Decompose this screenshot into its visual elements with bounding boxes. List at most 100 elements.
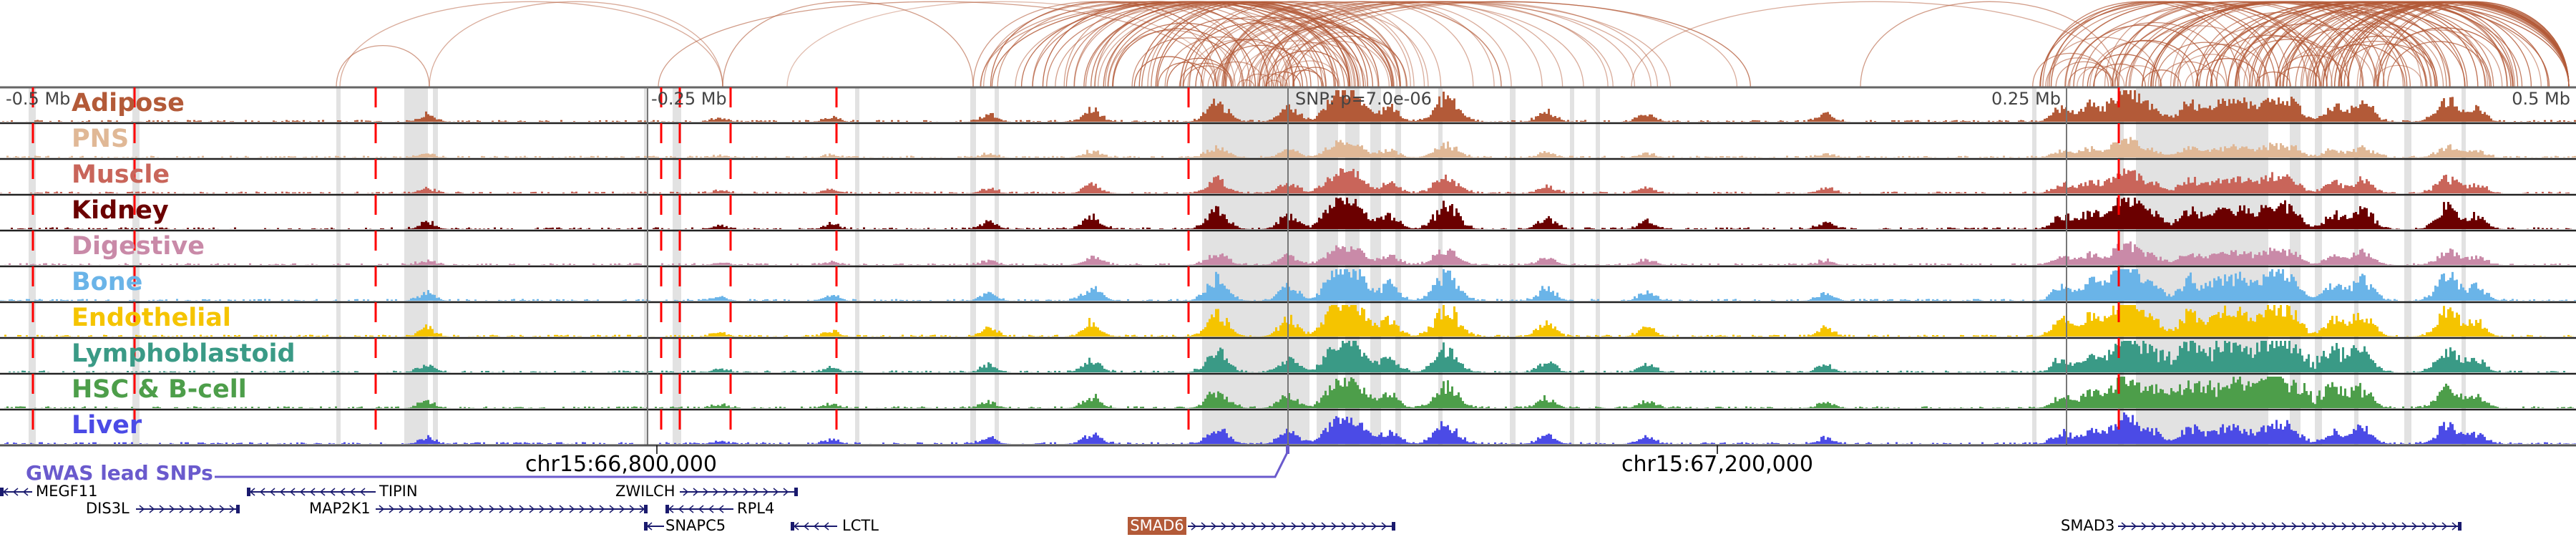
- interaction-arc: [2174, 54, 2249, 88]
- interaction-arc: [2308, 26, 2444, 88]
- interaction-arc: [658, 1, 1217, 88]
- interaction-arc: [1860, 1, 2119, 88]
- gene-snapc5[interactable]: SNAPC5: [665, 517, 726, 534]
- tick-plus-0.5mb: 0.5 Mb: [2512, 89, 2570, 109]
- interaction-arc: [2340, 1, 2570, 88]
- tick-snp: SNP: p=7.0e-06: [1295, 89, 1432, 109]
- track-label: Endothelial: [72, 304, 231, 332]
- interaction-arc: [2155, 42, 2257, 88]
- gene-model: [247, 488, 376, 496]
- gene-smad3[interactable]: SMAD3: [2061, 517, 2114, 534]
- interaction-arc: [339, 1, 723, 88]
- interaction-arc: [1155, 1, 1369, 88]
- gene-model: [644, 522, 664, 531]
- interaction-arc: [1111, 22, 1257, 88]
- gene-map2k1[interactable]: MAP2K1: [309, 500, 371, 517]
- interaction-arc: [1213, 44, 1308, 88]
- interaction-arc: [2045, 57, 2112, 88]
- interaction-arc: [2160, 61, 2218, 88]
- interaction-arc: [1224, 2, 1415, 88]
- interaction-arc: [1222, 1, 1425, 88]
- interaction-arc: [1166, 57, 1232, 88]
- interaction-arc: [2309, 44, 2406, 88]
- interaction-arc: [2077, 65, 2125, 88]
- interaction-arc: [1157, 62, 1214, 88]
- interaction-arc: [1631, 1, 2119, 88]
- gene-model: [2118, 522, 2462, 531]
- gene-model: [1188, 522, 1395, 531]
- interaction-arc: [2382, 3, 2570, 88]
- gene-smad6-highlight: [1128, 517, 1186, 535]
- interaction-arc: [1245, 40, 1351, 88]
- track-label: Digestive: [72, 232, 205, 261]
- gene-rpl4[interactable]: RPL4: [737, 500, 774, 517]
- track-label: PNS: [72, 125, 129, 153]
- interaction-arc: [2215, 1, 2466, 88]
- interaction-arc: [2147, 1, 2487, 88]
- interaction-arc: [1257, 1, 1474, 88]
- interaction-arc: [1180, 1, 1401, 88]
- interaction-arc: [1285, 40, 1390, 88]
- tick-minus-0.5mb: -0.5 Mb: [6, 89, 70, 109]
- gene-model: [680, 488, 798, 496]
- interaction-arc: [1277, 1, 1738, 88]
- interaction-arc: [2275, 67, 2322, 88]
- interaction-arc: [2141, 69, 2182, 88]
- interaction-arc: [2322, 35, 2438, 88]
- interaction-arc: [336, 45, 430, 88]
- interaction-arc: [2323, 40, 2427, 88]
- track-labels: Adipose PNS Muscle Kidney Digestive Bone Endot…: [72, 89, 296, 440]
- interaction-arc: [2069, 1, 2428, 88]
- interaction-arc: [2064, 1, 2321, 88]
- interaction-arc: [1273, 1, 1609, 88]
- signal-tracks: [0, 86, 2576, 447]
- gene-model: [0, 488, 32, 496]
- interaction-arc: [1156, 17, 1312, 88]
- interaction-arc: [1183, 65, 1232, 88]
- interaction-arc: [1133, 56, 1204, 88]
- gwas-track-label: GWAS lead SNPs: [26, 461, 213, 485]
- gwas-snp-marker[interactable]: [1286, 445, 1289, 454]
- gene-lctl[interactable]: LCTL: [842, 517, 879, 534]
- interaction-arc: [786, 1, 1217, 88]
- gene-zwilch[interactable]: ZWILCH: [615, 483, 675, 500]
- interaction-arc: [1270, 1, 1512, 88]
- gene-model: [376, 505, 648, 513]
- interaction-arc: [429, 1, 723, 88]
- interaction-arc: [1093, 1, 1364, 88]
- gene-smad6[interactable]: SMAD6: [1130, 517, 1184, 534]
- tick-plus-0.25mb: 0.25 Mb: [1991, 89, 2061, 109]
- interaction-arc: [2235, 1, 2489, 88]
- interaction-arc: [2210, 34, 2328, 88]
- interaction-arc: [2055, 61, 2114, 88]
- interaction-arc: [722, 1, 974, 88]
- interaction-arc: [1283, 32, 1407, 88]
- interaction-arc: [2142, 1, 2438, 88]
- interaction-arc: [2093, 39, 2200, 88]
- interaction-arc: [1207, 61, 1265, 88]
- interaction-arc: [1112, 28, 1244, 88]
- interaction-arc: [2112, 65, 2162, 88]
- gene-model: [136, 505, 240, 513]
- interaction-arc: [2195, 58, 2261, 88]
- interaction-arc: [2195, 26, 2333, 88]
- gene-megf11[interactable]: MEGF11: [36, 483, 97, 500]
- interaction-arc: [972, 1, 1217, 88]
- track-label: HSC & B-cell: [72, 375, 247, 404]
- gene-track: MEGF11 DIS3L TIPIN MAP2K1 ZWILCH RPL4 SN…: [0, 483, 2462, 535]
- interaction-arc: [2129, 25, 2268, 88]
- gene-model: [791, 522, 837, 531]
- tick-minus-0.25mb: -0.25 Mb: [651, 89, 727, 109]
- interaction-arc: [2032, 52, 2109, 88]
- interaction-arc: [2295, 1, 2570, 88]
- interaction-arc: [1266, 50, 1349, 88]
- track-label: Kidney: [72, 196, 169, 225]
- coord-label-left: chr15:66,800,000: [525, 452, 717, 477]
- track-label: Lymphoblastoid: [72, 339, 296, 368]
- coord-label-right: chr15:67,200,000: [1621, 452, 1813, 477]
- gene-dis3l[interactable]: DIS3L: [86, 500, 130, 517]
- track-label: Adipose: [72, 89, 185, 117]
- interaction-arc: [2255, 71, 2291, 88]
- gene-tipin[interactable]: TIPIN: [379, 483, 418, 500]
